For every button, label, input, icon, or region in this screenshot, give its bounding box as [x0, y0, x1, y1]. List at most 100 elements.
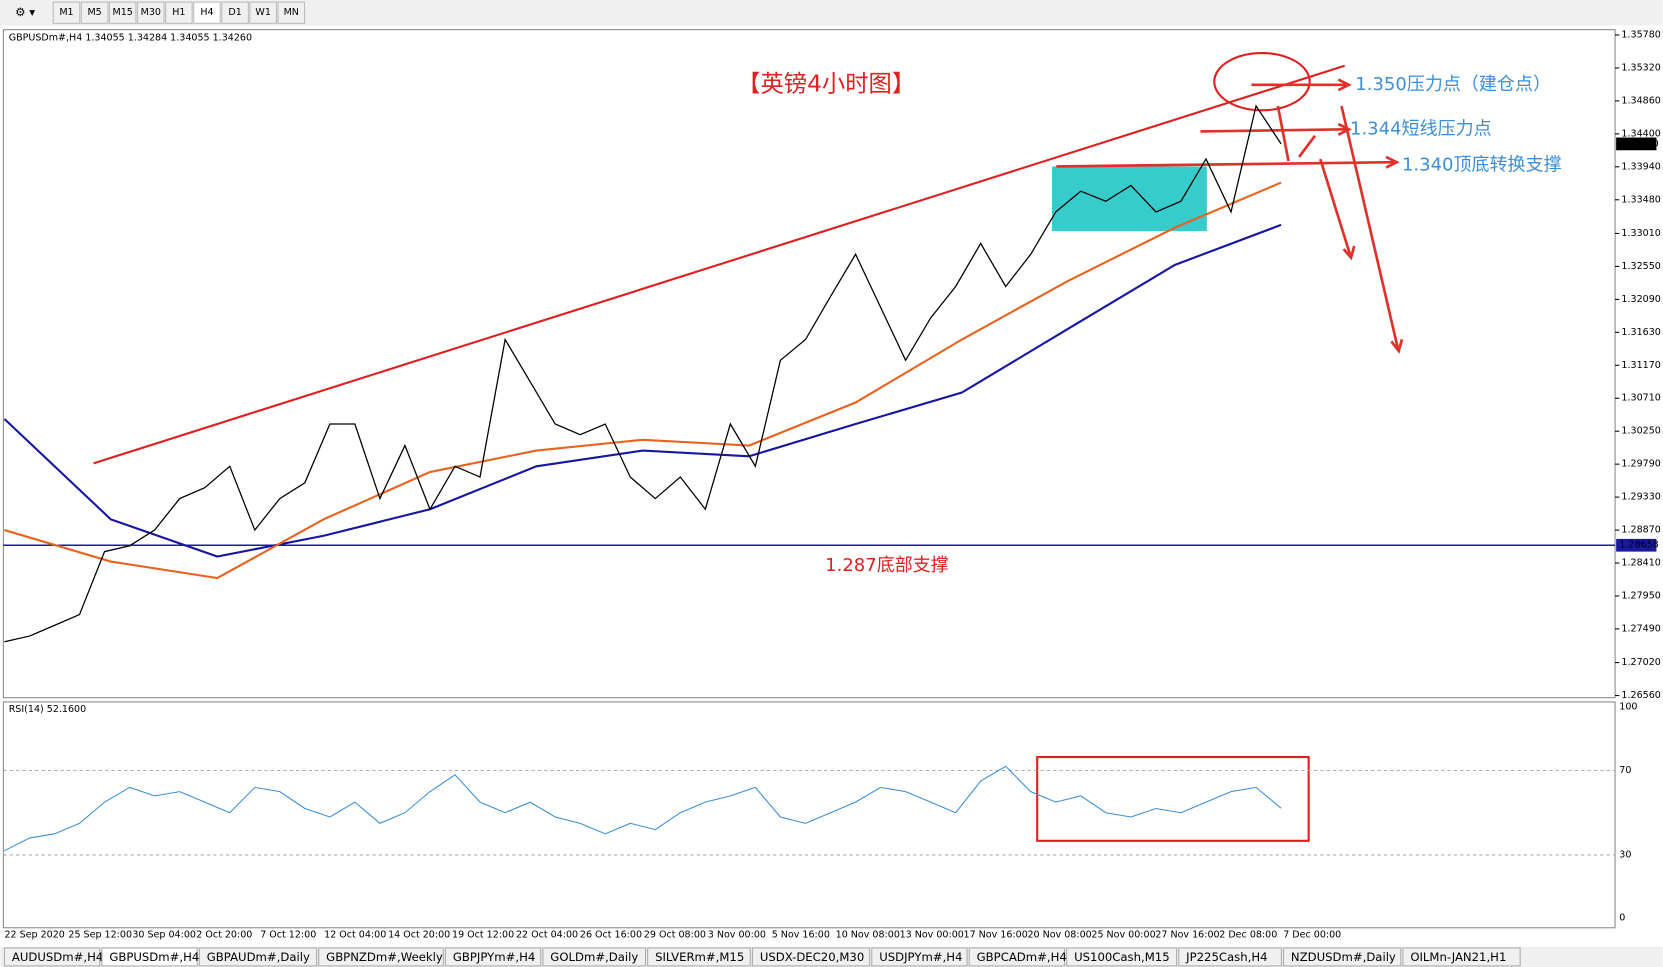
timeframe-button[interactable] [277, 1, 306, 24]
y-tick-label: 1.32550 [1621, 261, 1660, 272]
tab-label[interactable]: US100Cash,M15 [1074, 950, 1170, 964]
y-tick-label: 1.31170 [1621, 360, 1660, 371]
price-tag [1616, 137, 1657, 151]
annotation: 1.287底部支撑 [825, 555, 949, 576]
x-tick-label: 7 Dec 00:00 [1283, 930, 1341, 941]
y-tick-label: 1.29790 [1621, 459, 1660, 470]
tab[interactable] [1066, 947, 1178, 967]
tab-label[interactable]: GBPCADm#,H4 [977, 950, 1067, 964]
x-tick-label: 27 Nov 16:00 [1155, 930, 1219, 941]
rsi-pane [2, 701, 1616, 929]
timeframe-button[interactable] [249, 1, 277, 24]
y-tick-label: 1.33480 [1621, 194, 1660, 205]
ma-fast [4, 181, 1282, 580]
tab[interactable] [751, 947, 871, 967]
toolbar [0, 0, 1663, 26]
arrows [1056, 78, 1404, 354]
price-line [4, 104, 1282, 643]
y-tick-label: 1.31630 [1621, 327, 1660, 338]
x-tick-label: 30 Sep 04:00 [132, 930, 196, 941]
y-tick-label: 1.30710 [1621, 393, 1660, 404]
timeframe-label[interactable]: H1 [172, 7, 185, 18]
tab-label[interactable]: GOLDm#,Daily [550, 950, 638, 964]
timeframe-label[interactable]: H4 [200, 7, 213, 18]
price-tag-label: 1.28658 [1619, 540, 1658, 551]
ma-slow [3, 223, 1282, 558]
toolbar-icon: ⚙ ▾ [15, 5, 35, 19]
tab[interactable] [968, 947, 1066, 967]
x-tick-label: 10 Nov 08:00 [836, 930, 900, 941]
timeframe-label[interactable]: M30 [141, 7, 161, 18]
tab-label[interactable]: USDJPYm#,H4 [879, 950, 962, 964]
range-box [1052, 166, 1207, 232]
tab[interactable] [318, 947, 444, 967]
timeframe-label[interactable]: W1 [255, 7, 271, 18]
x-tick-label: 25 Nov 00:00 [1091, 930, 1155, 941]
y-tick-label: 1.27950 [1621, 590, 1660, 601]
tab[interactable] [198, 947, 318, 967]
x-tick-label: 29 Oct 08:00 [644, 930, 706, 941]
tab-label[interactable]: USDX-DEC20,M30 [760, 950, 864, 964]
y-tick-label: 1.33010 [1621, 228, 1660, 239]
symbol-info: GBPUSDm#,H4 1.34055 1.34284 1.34055 1.34… [9, 33, 252, 44]
rsi-tick-label: 30 [1619, 849, 1631, 860]
timeframe-button[interactable] [221, 1, 249, 24]
x-tick-label: 7 Oct 12:00 [260, 930, 316, 941]
rsi-tick-label: 70 [1619, 765, 1631, 776]
circle [1213, 51, 1311, 112]
x-tick-label: 25 Sep 12:00 [68, 930, 132, 941]
tab[interactable] [444, 947, 542, 967]
tab-label[interactable]: SILVERm#,M15 [655, 950, 744, 964]
x-tick-label: 2 Dec 08:00 [1219, 930, 1277, 941]
tab[interactable] [542, 947, 647, 967]
y-tick-label: 1.28410 [1621, 558, 1660, 569]
tab-label[interactable]: GBPAUDm#,Daily [207, 950, 310, 964]
y-tick-label: 1.35320 [1621, 62, 1660, 73]
rsi-tick-label: 0 [1619, 913, 1625, 924]
annotation: 1.344短线压力点 [1350, 118, 1492, 139]
timeframe-label[interactable]: M1 [59, 7, 73, 18]
timeframe-label[interactable]: M5 [87, 7, 101, 18]
y-tick-label: 1.28870 [1621, 525, 1660, 536]
rsi-box [1036, 755, 1310, 842]
tab-label[interactable]: GBPJPYm#,H4 [453, 950, 535, 964]
timeframe-button[interactable] [165, 1, 193, 24]
x-tick-label: 22 Oct 04:00 [516, 930, 578, 941]
trend-line [93, 64, 1346, 465]
tab[interactable] [3, 947, 101, 967]
tab-label[interactable]: AUDUSDm#,H4 [12, 950, 103, 964]
price-tag-label: 1.34260 [1619, 138, 1658, 149]
y-tick-label: 1.27490 [1621, 623, 1660, 634]
y-tick-label: 1.34400 [1621, 128, 1660, 139]
x-tick-label: 12 Oct 04:00 [324, 930, 386, 941]
tab-label[interactable]: JP225Cash,H4 [1185, 950, 1267, 964]
y-tick-label: 1.32090 [1621, 294, 1660, 305]
tab[interactable] [647, 947, 751, 967]
timeframe-button[interactable] [108, 1, 137, 24]
tab-label[interactable]: GBPUSDm#,H4 [109, 950, 199, 964]
tab[interactable] [1402, 947, 1521, 967]
timeframe-button[interactable] [136, 1, 165, 24]
y-tick-label: 1.27020 [1621, 657, 1660, 668]
timeframe-button[interactable] [193, 1, 221, 24]
timeframe-label[interactable]: MN [284, 7, 299, 18]
timeframe-label[interactable]: D1 [228, 7, 241, 18]
y-tick-label: 1.33940 [1621, 161, 1660, 172]
x-tick-label: 3 Nov 00:00 [708, 930, 766, 941]
tab-label[interactable]: OILMn-JAN21,H1 [1410, 950, 1506, 964]
timeframe-button[interactable] [80, 1, 109, 24]
tab-label[interactable]: NZDUSDm#,Daily [1291, 950, 1396, 964]
tab[interactable] [101, 947, 198, 967]
timeframe-label[interactable]: M15 [113, 7, 133, 18]
tab[interactable] [1282, 947, 1402, 967]
x-tick-label: 20 Nov 08:00 [1027, 930, 1091, 941]
chart-title: 【英镑4小时图】 [737, 70, 915, 97]
tab[interactable] [1178, 947, 1282, 967]
tab[interactable] [871, 947, 968, 967]
timeframe-button[interactable] [52, 1, 81, 24]
annotation: 1.350压力点（建仓点） [1355, 74, 1551, 95]
y-tick-label: 1.30250 [1621, 426, 1660, 437]
tab-label[interactable]: GBPNZDm#,Weekly [326, 950, 443, 964]
x-tick-label: 2 Oct 20:00 [196, 930, 252, 941]
